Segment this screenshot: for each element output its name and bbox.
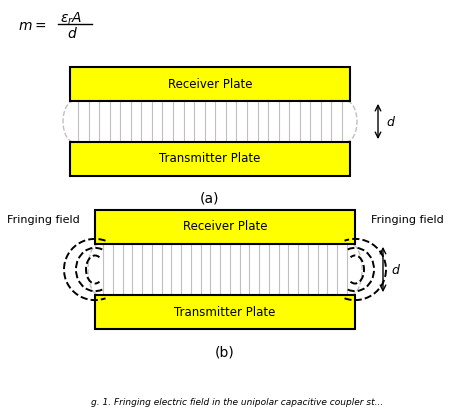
Text: (a): (a)	[200, 192, 220, 206]
Text: Receiver Plate: Receiver Plate	[183, 220, 267, 233]
Text: Transmitter Plate: Transmitter Plate	[159, 153, 261, 166]
Text: $m =$: $m =$	[18, 19, 46, 33]
Text: $d$: $d$	[386, 114, 396, 129]
Text: $\varepsilon_r A$: $\varepsilon_r A$	[60, 11, 82, 27]
Bar	[70, 67, 350, 101]
Text: Fringing field: Fringing field	[371, 215, 443, 225]
Text: Transmitter Plate: Transmitter Plate	[174, 305, 276, 318]
Bar	[95, 295, 355, 329]
Text: Receiver Plate: Receiver Plate	[168, 78, 252, 91]
Bar	[95, 210, 355, 244]
Text: g. 1. Fringing electric field in the unipolar capacitive coupler st...: g. 1. Fringing electric field in the uni…	[91, 398, 383, 407]
Text: $d$: $d$	[391, 262, 401, 277]
Text: $d$: $d$	[66, 26, 77, 41]
Text: (b): (b)	[215, 345, 235, 359]
Text: Fringing field: Fringing field	[7, 215, 79, 225]
Bar	[70, 142, 350, 176]
